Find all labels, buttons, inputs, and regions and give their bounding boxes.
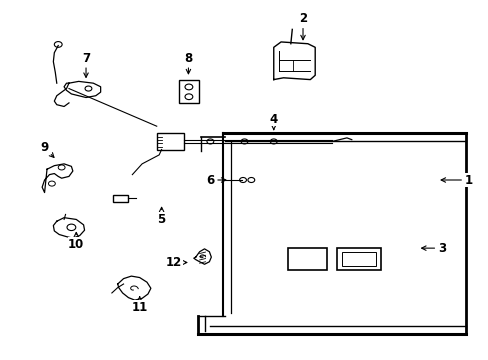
Text: 3: 3 (421, 242, 445, 255)
Bar (336, 248, 380, 270)
Text: 1: 1 (440, 174, 472, 186)
Bar (157, 134, 183, 149)
Text: 2: 2 (298, 12, 306, 40)
Text: 8: 8 (184, 51, 192, 74)
Text: 5: 5 (157, 207, 165, 226)
Text: 7: 7 (82, 51, 90, 77)
Bar (288, 248, 327, 270)
Text: 11: 11 (131, 297, 147, 314)
Text: 12: 12 (165, 256, 186, 269)
Bar (341, 252, 375, 266)
Text: 4: 4 (269, 113, 277, 130)
Bar (178, 80, 199, 103)
Bar (113, 195, 128, 202)
Text: 9: 9 (41, 141, 54, 157)
Text: 10: 10 (68, 233, 84, 251)
Text: 6: 6 (206, 174, 225, 186)
